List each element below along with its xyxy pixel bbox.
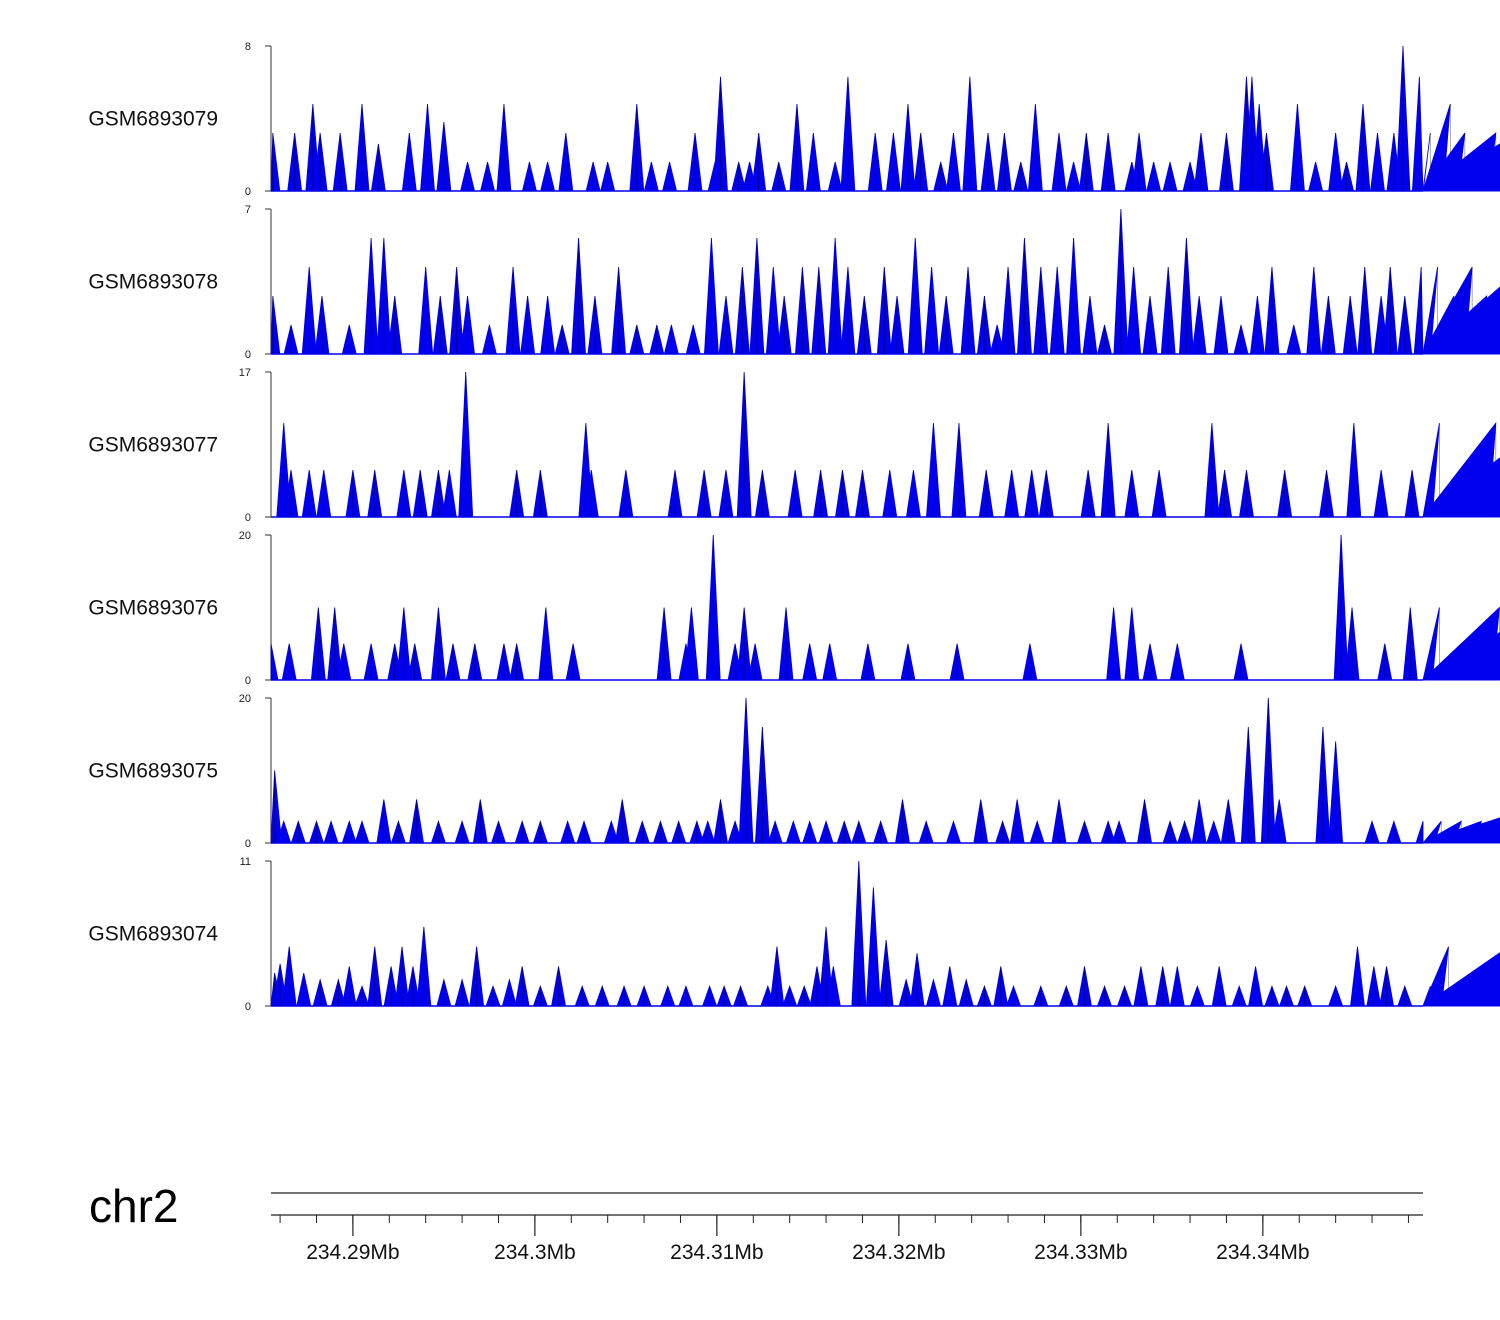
track-label: GSM6893077 — [88, 434, 218, 457]
y-tick-label-max: 8 — [245, 41, 251, 53]
x-tick-label: 234.33Mb — [1034, 1241, 1127, 1264]
coverage-peak — [1421, 631, 1500, 681]
coverage-peak — [1422, 822, 1500, 844]
coverage-peak — [1421, 457, 1500, 518]
coverage-peak — [270, 643, 279, 681]
genome-axis: chr2 234.29Mb 234.3Mb 234.31Mb 234.32Mb 234.… — [89, 1180, 1423, 1264]
coverage-peak — [1415, 821, 1424, 844]
track-GSM6893076: GSM6893076 20 0 — [88, 530, 1500, 687]
chromosome-label: chr2 — [89, 1180, 178, 1232]
y-tick-label-max: 11 — [240, 856, 251, 868]
coverage-peak — [270, 132, 281, 192]
coverage-peak — [270, 295, 281, 355]
coverage-peak — [1413, 266, 1424, 355]
track-GSM6893079: GSM6893079 8 0 — [88, 41, 1500, 198]
y-tick-label-max: 17 — [239, 367, 251, 379]
coverage-tracks: GSM689307980GSM689307870GSM6893077170GSM… — [88, 41, 1500, 1013]
track-GSM6893075: GSM6893075 20 0 — [88, 693, 1500, 850]
y-tick-label-max: 20 — [239, 693, 251, 705]
y-tick-label-max: 7 — [245, 204, 251, 216]
track-GSM6893074: GSM6893074 11 0 — [88, 856, 1500, 1013]
y-tick-label-min: 0 — [245, 1001, 251, 1013]
coverage-peak — [1422, 177, 1500, 192]
coverage-peak — [1411, 76, 1424, 192]
track-GSM6893078: GSM6893078 7 0 — [88, 204, 1500, 361]
y-tick-label-min: 0 — [245, 675, 251, 687]
y-tick-label-min: 0 — [245, 512, 251, 524]
y-tick-label-min: 0 — [245, 349, 251, 361]
track-GSM6893077: GSM6893077 17 0 — [88, 367, 1500, 524]
coverage-peak — [1422, 340, 1500, 355]
y-tick-label-max: 20 — [239, 530, 251, 542]
coverage-peak — [1422, 963, 1500, 1007]
y-tick-label-min: 0 — [245, 186, 251, 198]
x-tick-label: 234.32Mb — [852, 1241, 945, 1264]
x-tick-label: 234.3Mb — [494, 1241, 576, 1264]
track-label: GSM6893078 — [88, 271, 218, 294]
track-label: GSM6893075 — [88, 760, 218, 783]
x-tick-label: 234.31Mb — [670, 1241, 763, 1264]
x-tick-label: 234.34Mb — [1216, 1241, 1309, 1264]
track-label: GSM6893076 — [88, 597, 218, 620]
track-label: GSM6893074 — [88, 923, 218, 946]
track-label: GSM6893079 — [88, 108, 218, 131]
y-tick-label-min: 0 — [245, 838, 251, 850]
x-tick-label: 234.29Mb — [306, 1241, 399, 1264]
